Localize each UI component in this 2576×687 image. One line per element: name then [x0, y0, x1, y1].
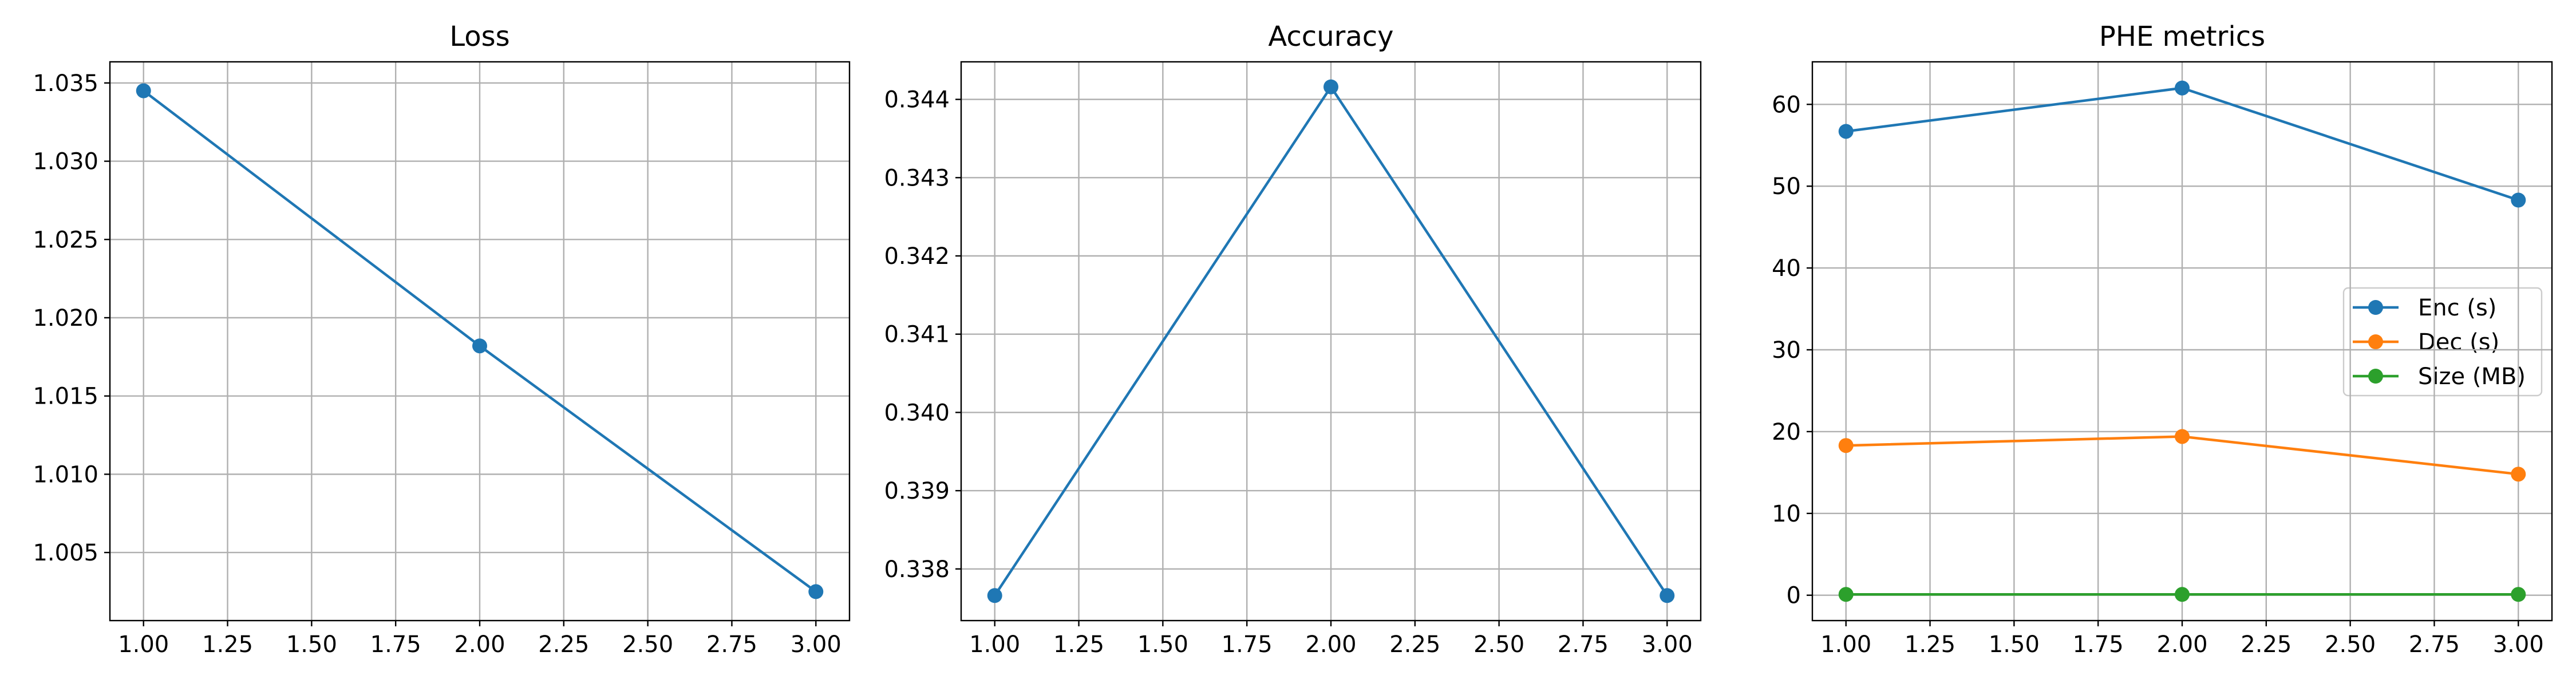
accuracy-x-tick-label: 2.00: [1305, 631, 1356, 658]
loss-x-tick-label: 1.25: [202, 631, 253, 658]
phe-enc-s-series: [1838, 80, 2526, 208]
phe-enc-s-point: [1838, 124, 1854, 139]
loss-x-tick-label: 2.50: [622, 631, 673, 658]
phe-enc-s-point: [2175, 80, 2190, 96]
accuracy-y-tick-label: 0.344: [884, 87, 950, 113]
phe-y-tick-label: 60: [1772, 92, 1801, 118]
phe-y-tick-label: 20: [1772, 419, 1801, 445]
loss-panel: Loss 1.00 1.25 1.50 1.75 2.00 2.25 2.50 2.75 3.0…: [33, 21, 851, 658]
loss-y-tick-label: 1.025: [33, 227, 98, 253]
loss-x-tick-label: 3.00: [791, 631, 841, 658]
accuracy-series-point: [1660, 588, 1675, 603]
accuracy-series-point: [1323, 79, 1338, 94]
accuracy-panel: Accuracy 1.00 1.25 1.50 1.75 2.00 2.25 2.50 2.7…: [884, 21, 1702, 658]
accuracy-x-tick-label: 2.25: [1389, 631, 1440, 658]
phe-y-tick-label: 0: [1787, 583, 1801, 609]
loss-grid: [110, 62, 850, 621]
legend-frame: [2342, 287, 2543, 397]
loss-series-point: [472, 338, 487, 354]
accuracy-title: Accuracy: [1268, 21, 1393, 53]
phe-x-tick-label: 2.75: [2409, 631, 2460, 658]
legend-swatch-marker: [2368, 300, 2383, 315]
phe-y-tick-label: 40: [1772, 255, 1801, 282]
legend-label: Size (MB): [2418, 364, 2526, 390]
loss-y-tick-label: 1.015: [33, 384, 98, 410]
loss-y-tick-label: 1.035: [33, 70, 98, 97]
accuracy-x-tick-label: 1.00: [969, 631, 1020, 658]
accuracy-y-tick-label: 0.341: [884, 322, 950, 348]
loss-series-series: [136, 83, 824, 599]
loss-x-tick-label: 1.00: [118, 631, 169, 658]
loss-y-tick-label: 1.030: [33, 149, 98, 175]
legend-swatch-marker: [2368, 369, 2383, 384]
legend-swatch-marker: [2368, 334, 2383, 349]
phe-dec-s-point: [2175, 429, 2190, 444]
loss-x-tick-label: 2.75: [706, 631, 757, 658]
accuracy-y-tick-label: 0.342: [884, 243, 950, 270]
phe-x-tick-label: 1.00: [1820, 631, 1871, 658]
accuracy-x-tick-label: 2.50: [1473, 631, 1524, 658]
loss-x-tick-label: 2.25: [538, 631, 589, 658]
legend-entry-enc-s: Enc (s): [2353, 295, 2496, 321]
loss-y-tick-label: 1.020: [33, 305, 98, 331]
phe-metrics-title: PHE metrics: [2099, 21, 2265, 53]
legend-label: Enc (s): [2418, 295, 2496, 321]
accuracy-x-tick-label: 1.25: [1053, 631, 1104, 658]
accuracy-y-tick-label: 0.339: [884, 478, 950, 504]
phe-y-tick-label: 50: [1772, 173, 1801, 200]
phe-x-tick-label: 2.00: [2156, 631, 2207, 658]
loss-title: Loss: [449, 21, 509, 53]
phe-size-mb-point: [2175, 587, 2190, 602]
phe-x-tick-label: 1.25: [1905, 631, 1955, 658]
phe-x-tick-label: 2.50: [2325, 631, 2376, 658]
phe-size-mb-point: [2511, 587, 2526, 602]
accuracy-series-series: [987, 79, 1675, 603]
accuracy-x-tick-label: 3.00: [1642, 631, 1693, 658]
loss-x-tick-label: 2.00: [454, 631, 505, 658]
accuracy-x-tick-label: 1.50: [1137, 631, 1188, 658]
legend-entry-dec-s: Dec (s): [2353, 329, 2499, 356]
accuracy-y-tick-label: 0.340: [884, 400, 950, 426]
phe-x-tick-label: 3.00: [2493, 631, 2544, 658]
phe-enc-s-point: [2511, 192, 2526, 208]
phe-x-tick-label: 1.75: [2073, 631, 2124, 658]
loss-y-tick-label: 1.010: [33, 461, 98, 488]
legend-label: Dec (s): [2418, 329, 2499, 356]
loss-y-tick-label: 1.005: [33, 540, 98, 566]
phe-y-tick-label: 30: [1772, 337, 1801, 364]
accuracy-grid: [961, 62, 1701, 621]
loss-x-tick-label: 1.75: [370, 631, 421, 658]
phe-x-tick-label: 2.25: [2241, 631, 2291, 658]
loss-x-tick-label: 1.50: [286, 631, 337, 658]
accuracy-series-point: [987, 588, 1002, 603]
accuracy-y-tick-label: 0.343: [884, 165, 950, 191]
accuracy-x-tick-label: 2.75: [1558, 631, 1609, 658]
phe-legend: Enc (s) Dec (s) Size (MB): [2342, 287, 2543, 397]
loss-series-point: [808, 584, 824, 599]
phe-dec-s-series: [1838, 429, 2526, 482]
phe-dec-s-point: [2511, 467, 2526, 482]
loss-series-point: [136, 83, 151, 98]
legend-entry-size-mb: Size (MB): [2353, 364, 2526, 390]
phe-size-mb-point: [1838, 587, 1854, 602]
phe-x-tick-label: 1.50: [1989, 631, 2040, 658]
phe-metrics-panel: PHE metrics Enc (s) Dec (s) Size (MB) 1.00…: [1772, 21, 2553, 658]
accuracy-y-tick-label: 0.338: [884, 556, 950, 583]
phe-size-mb-series: [1838, 587, 2526, 602]
phe-dec-s-point: [1838, 438, 1854, 453]
phe-y-tick-label: 10: [1772, 501, 1801, 527]
accuracy-x-tick-label: 1.75: [1222, 631, 1273, 658]
